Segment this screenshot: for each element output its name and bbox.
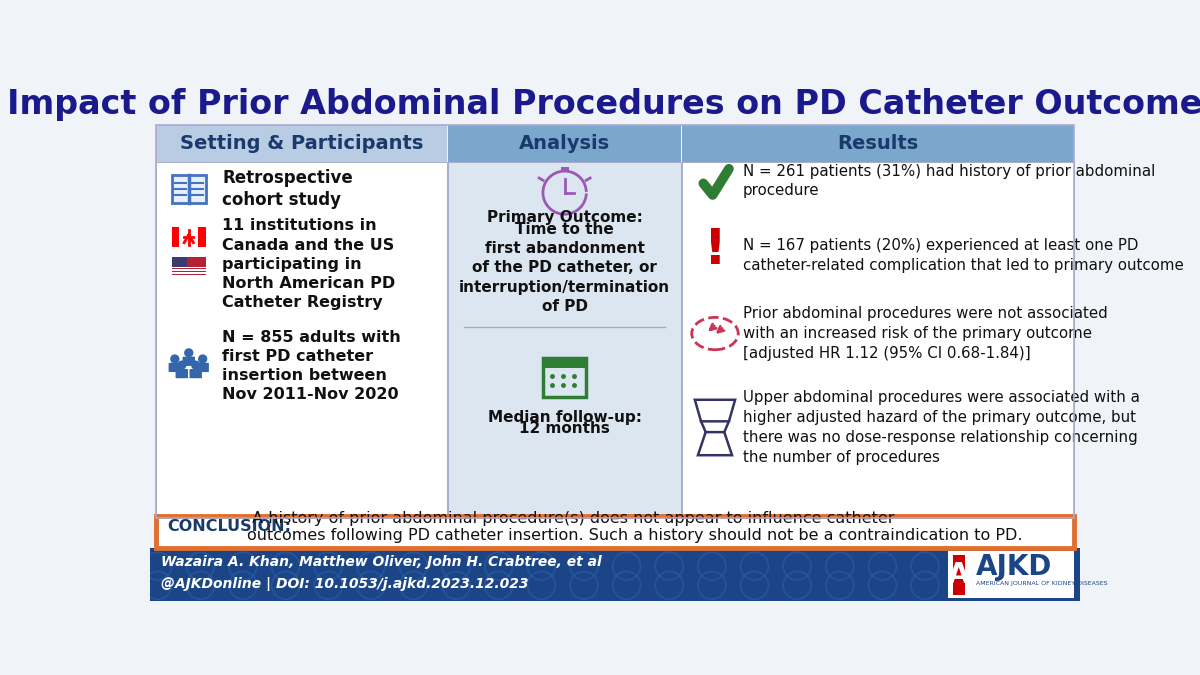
FancyBboxPatch shape [683,162,1074,518]
Text: !: ! [703,225,726,273]
FancyBboxPatch shape [150,548,1080,601]
Text: Analysis: Analysis [520,134,610,153]
Text: 12 months: 12 months [520,421,610,436]
Text: 11 institutions in
Canada and the US
participating in
North American PD
Catheter: 11 institutions in Canada and the US par… [222,218,395,310]
Text: AJKD: AJKD [976,553,1052,581]
FancyBboxPatch shape [180,227,198,247]
FancyBboxPatch shape [683,125,1074,162]
FancyBboxPatch shape [172,175,206,202]
FancyBboxPatch shape [948,551,1074,597]
FancyBboxPatch shape [542,358,587,397]
Text: AMERICAN JOURNAL OF KIDNEY DISEASES: AMERICAN JOURNAL OF KIDNEY DISEASES [976,581,1108,587]
Text: Primary Outcome:: Primary Outcome: [487,210,642,225]
Text: A: A [948,560,970,589]
FancyBboxPatch shape [172,257,206,277]
FancyBboxPatch shape [156,516,1074,548]
Circle shape [191,360,200,370]
Text: Upper abdominal procedures were associated with a
higher adjusted hazard of the : Upper abdominal procedures were associat… [743,390,1140,464]
Text: Prior abdominal procedures were not associated
with an increased risk of the pri: Prior abdominal procedures were not asso… [743,306,1108,361]
FancyBboxPatch shape [156,162,446,518]
Circle shape [178,360,186,370]
Text: N = 261 patients (31%) had history of prior abdominal
procedure: N = 261 patients (31%) had history of pr… [743,164,1156,198]
Text: Setting & Participants: Setting & Participants [180,134,424,153]
FancyBboxPatch shape [150,81,1080,601]
FancyBboxPatch shape [182,356,194,366]
Text: Time to the
first abandonment
of the PD catheter, or
interruption/termination
of: Time to the first abandonment of the PD … [460,222,670,314]
FancyBboxPatch shape [449,162,680,518]
FancyBboxPatch shape [172,227,206,247]
Text: N = 855 adults with
first PD catheter
insertion between
Nov 2011-Nov 2020: N = 855 adults with first PD catheter in… [222,329,401,402]
Circle shape [198,354,208,364]
Text: N = 167 patients (20%) experienced at least one PD
catheter-related complication: N = 167 patients (20%) experienced at le… [743,238,1183,273]
FancyBboxPatch shape [168,363,181,372]
FancyBboxPatch shape [172,269,206,271]
FancyBboxPatch shape [172,272,206,274]
FancyBboxPatch shape [560,167,569,172]
FancyBboxPatch shape [953,555,965,595]
Text: A history of prior abdominal procedure(s) does not appear to influence catheter
: A history of prior abdominal procedure(s… [247,510,1022,543]
Text: Median follow-up:: Median follow-up: [487,410,642,425]
Text: CONCLUSION:: CONCLUSION: [167,519,292,535]
Text: Results: Results [838,134,919,153]
FancyBboxPatch shape [190,369,202,378]
Text: Impact of Prior Abdominal Procedures on PD Catheter Outcomes: Impact of Prior Abdominal Procedures on … [7,88,1200,121]
FancyBboxPatch shape [172,267,206,268]
Circle shape [170,354,180,364]
FancyBboxPatch shape [175,369,188,378]
FancyBboxPatch shape [197,363,209,372]
Text: Wazaira A. Khan, Matthew Oliver, John H. Crabtree, et al: Wazaira A. Khan, Matthew Oliver, John H.… [161,556,601,569]
Circle shape [184,348,193,358]
FancyBboxPatch shape [449,125,680,162]
Text: Retrospective
cohort study: Retrospective cohort study [222,169,353,209]
FancyBboxPatch shape [542,358,587,368]
FancyBboxPatch shape [156,125,446,162]
Text: @AJKDonline | DOI: 10.1053/j.ajkd.2023.12.023: @AJKDonline | DOI: 10.1053/j.ajkd.2023.1… [161,577,528,591]
FancyBboxPatch shape [172,275,206,277]
FancyBboxPatch shape [172,257,187,267]
